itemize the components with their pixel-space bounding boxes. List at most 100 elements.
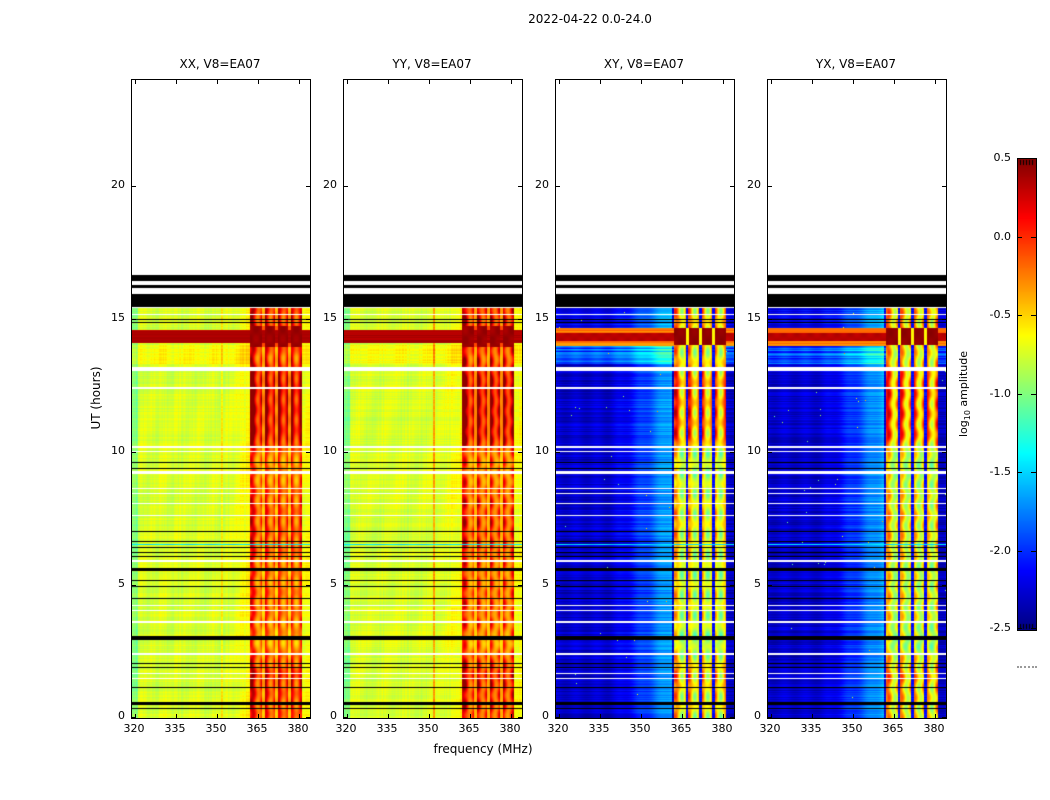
panel-title: XY, V8=EA07: [603, 57, 685, 71]
tick-mark: [682, 714, 683, 718]
tick-mark: [518, 717, 522, 718]
colorbar-tick-label: -1.5: [989, 465, 1011, 478]
y-tick-label: 5: [330, 577, 337, 590]
x-tick-label: 320: [759, 722, 781, 735]
tick-mark: [132, 452, 136, 453]
panel-title: YX, V8=EA07: [815, 57, 897, 71]
colorbar-tick-label: -1.0: [989, 387, 1011, 400]
colorbar-tick-mark: [1017, 472, 1022, 473]
tick-mark: [641, 714, 642, 718]
y-tick-label: 20: [323, 178, 337, 191]
colorbar-tick-label: -2.0: [989, 544, 1011, 557]
tick-mark: [344, 585, 348, 586]
tick-mark: [132, 319, 136, 320]
tick-mark: [299, 714, 300, 718]
tick-mark: [258, 714, 259, 718]
tick-mark: [641, 80, 642, 84]
tick-mark: [388, 714, 389, 718]
tick-mark: [556, 186, 560, 187]
tick-mark: [730, 717, 734, 718]
tick-mark: [176, 80, 177, 84]
tick-mark: [812, 80, 813, 84]
tick-mark: [853, 714, 854, 718]
tick-mark: [768, 319, 772, 320]
tick-mark: [306, 585, 310, 586]
spectrogram-plot: [131, 79, 311, 719]
y-tick-label: 10: [535, 444, 549, 457]
colorbar-tick-mark: [1017, 628, 1022, 629]
tick-mark: [135, 80, 136, 84]
tick-mark: [306, 717, 310, 718]
figure-title: 2022-04-22 0.0-24.0: [528, 12, 652, 26]
x-tick-label: 350: [205, 722, 227, 735]
tick-mark: [730, 585, 734, 586]
tick-mark: [344, 319, 348, 320]
x-tick-label: 365: [246, 722, 268, 735]
tick-mark: [258, 80, 259, 84]
x-tick-label: 335: [588, 722, 610, 735]
y-tick-label: 10: [747, 444, 761, 457]
colorbar-tick-mark: [1017, 394, 1022, 395]
tick-mark: [730, 319, 734, 320]
tick-mark: [771, 714, 772, 718]
colorbar-gradient: [1018, 159, 1036, 630]
y-tick-label: 0: [542, 709, 549, 722]
spectrogram-plot: [555, 79, 735, 719]
colorbar-label-text: log: [957, 420, 970, 438]
colorbar-tick-mark: [1017, 315, 1022, 316]
tick-mark: [556, 319, 560, 320]
tick-mark: [559, 714, 560, 718]
colorbar-tick-mark: [1031, 394, 1036, 395]
spectrogram-canvas: [132, 80, 310, 718]
x-tick-label: 380: [711, 722, 733, 735]
y-tick-label: 15: [535, 311, 549, 324]
x-tick-label: 380: [287, 722, 309, 735]
x-tick-label: 320: [547, 722, 569, 735]
tick-mark: [894, 714, 895, 718]
tick-mark: [556, 585, 560, 586]
colorbar-label-text: amplitude: [957, 350, 970, 411]
tick-mark: [217, 80, 218, 84]
y-tick-label: 0: [118, 709, 125, 722]
tick-mark: [132, 585, 136, 586]
spectrogram-canvas: [768, 80, 946, 718]
tick-mark: [600, 714, 601, 718]
panel-title: YY, V8=EA07: [392, 57, 472, 71]
tick-mark: [723, 80, 724, 84]
y-tick-label: 15: [111, 311, 125, 324]
tick-mark: [299, 80, 300, 84]
colorbar-tick-label: 0.0: [993, 230, 1012, 243]
tick-mark: [942, 186, 946, 187]
tick-mark: [518, 319, 522, 320]
colorbar-underflow-dots: [1017, 666, 1037, 668]
y-tick-label: 0: [754, 709, 761, 722]
spectrogram-canvas: [556, 80, 734, 718]
x-tick-label: 335: [800, 722, 822, 735]
tick-mark: [723, 714, 724, 718]
y-tick-label: 5: [118, 577, 125, 590]
tick-mark: [347, 80, 348, 84]
tick-mark: [135, 714, 136, 718]
y-tick-label: 15: [747, 311, 761, 324]
colorbar-tick-label: -0.5: [989, 308, 1011, 321]
x-tick-label: 320: [123, 722, 145, 735]
spectrogram-plot: [343, 79, 523, 719]
colorbar-tick-mark: [1017, 237, 1022, 238]
tick-mark: [942, 452, 946, 453]
tick-mark: [768, 452, 772, 453]
colorbar-label-subscript: 10: [963, 410, 973, 421]
x-tick-label: 350: [629, 722, 651, 735]
tick-mark: [518, 452, 522, 453]
x-tick-label: 365: [458, 722, 480, 735]
tick-mark: [600, 80, 601, 84]
tick-mark: [306, 452, 310, 453]
colorbar-tick-mark: [1031, 158, 1036, 159]
tick-mark: [347, 714, 348, 718]
colorbar-tick-mark: [1017, 158, 1022, 159]
y-tick-label: 15: [323, 311, 337, 324]
tick-mark: [812, 714, 813, 718]
y-tick-label: 0: [330, 709, 337, 722]
x-tick-label: 335: [376, 722, 398, 735]
tick-mark: [132, 186, 136, 187]
